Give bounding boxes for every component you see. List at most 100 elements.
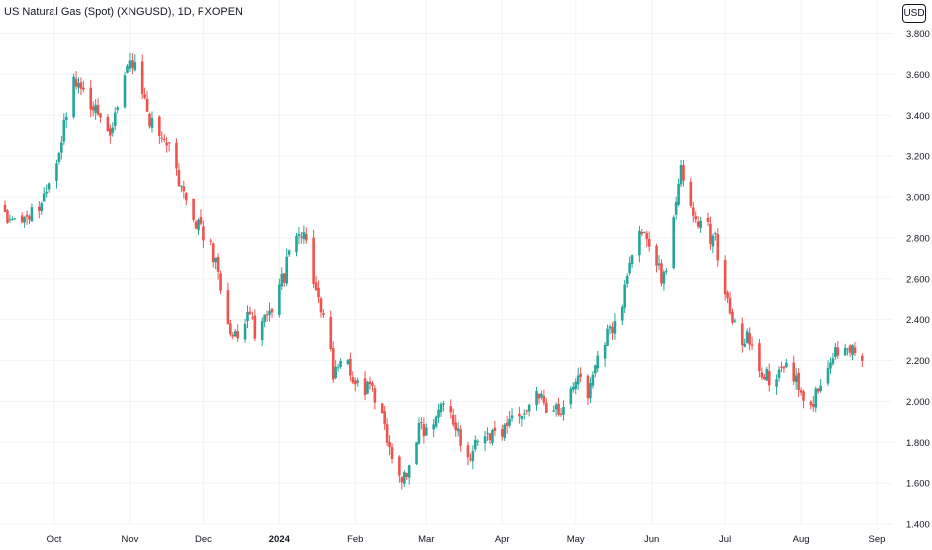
candle-body xyxy=(265,314,269,316)
currency-button[interactable]: USD xyxy=(902,4,926,23)
candle-body xyxy=(263,314,266,322)
candle-body xyxy=(608,326,612,329)
candle-body xyxy=(797,372,800,390)
candle-body xyxy=(491,429,494,444)
candle-body xyxy=(488,433,492,441)
candle-body xyxy=(780,366,783,368)
candle-body xyxy=(64,116,68,120)
candle-body xyxy=(672,217,675,269)
candle-body xyxy=(716,234,720,261)
candle-body xyxy=(819,385,822,391)
candle-body xyxy=(162,139,166,141)
candle-body xyxy=(351,377,355,383)
candle-body xyxy=(518,413,521,417)
candle-body xyxy=(486,432,489,434)
y-tick-label: 3.200 xyxy=(906,152,930,163)
candle-body xyxy=(782,366,786,369)
candle-body xyxy=(287,250,291,255)
candle-body xyxy=(775,379,778,387)
candle-body xyxy=(371,382,374,386)
candle-body xyxy=(346,359,350,365)
x-tick-label: Feb xyxy=(347,534,363,545)
candle-body xyxy=(611,326,614,333)
candle-body xyxy=(366,381,369,394)
candle-body xyxy=(202,226,205,241)
candle-body xyxy=(483,436,487,444)
candle-body xyxy=(317,287,320,298)
x-tick-label: May xyxy=(567,534,585,545)
candle-body xyxy=(278,284,281,315)
candle-body xyxy=(285,256,288,284)
candle-body xyxy=(645,233,649,240)
candle-body xyxy=(74,78,78,87)
candle-body xyxy=(628,262,631,274)
candle-body xyxy=(733,320,737,322)
candle-body xyxy=(861,355,864,361)
candle-body xyxy=(706,217,710,223)
y-tick-label: 2.400 xyxy=(906,315,930,326)
y-axis[interactable]: 1.400 1.600 1.800 2.000 2.200 2.400 2.600 2.800… xyxy=(906,29,930,531)
candle-body xyxy=(109,128,112,136)
candle-body xyxy=(197,219,200,231)
candle-body xyxy=(42,193,46,202)
candle-body xyxy=(211,243,215,263)
candle-body xyxy=(94,104,97,113)
candle-body xyxy=(304,233,308,241)
candle-body xyxy=(522,413,526,415)
candle-body xyxy=(846,348,849,350)
x-tick-label: 2024 xyxy=(269,534,291,545)
candle-body xyxy=(368,381,372,385)
candle-body xyxy=(199,217,203,224)
candle-body xyxy=(422,424,426,437)
candle-body xyxy=(709,223,712,244)
candle-body xyxy=(603,344,607,359)
candle-body xyxy=(571,386,575,390)
x-axis[interactable]: Oct Nov Dec 2024 Feb Mar Apr May Jun Jul Aug Sep xyxy=(47,534,886,545)
candle-body xyxy=(420,422,423,424)
y-tick-label: 2.000 xyxy=(906,397,930,408)
candle-body xyxy=(231,334,235,337)
candle-body xyxy=(60,142,63,153)
candle-body xyxy=(508,418,511,426)
candle-body xyxy=(758,343,761,371)
candle-body xyxy=(106,116,110,132)
candle-body xyxy=(79,82,83,89)
candle-body xyxy=(62,119,66,142)
candle-body xyxy=(398,456,401,476)
candle-body xyxy=(57,152,61,162)
candle-body xyxy=(557,403,560,415)
candle-body xyxy=(91,106,95,111)
candle-body xyxy=(177,170,181,186)
candle-body xyxy=(660,263,663,284)
candle-body xyxy=(432,424,435,430)
candle-body xyxy=(385,424,389,443)
candle-body xyxy=(116,107,119,110)
candle-body xyxy=(638,231,641,256)
candle-body xyxy=(748,333,751,345)
candle-body xyxy=(792,362,796,382)
candle-body xyxy=(620,306,624,321)
candle-body xyxy=(677,184,680,205)
candle-body xyxy=(829,362,832,369)
candle-body xyxy=(25,214,29,217)
candle-body xyxy=(812,404,815,407)
candle-body xyxy=(165,142,168,146)
candle-body xyxy=(454,422,458,431)
candle-body xyxy=(662,271,666,284)
candle-body xyxy=(459,429,462,446)
candle-body xyxy=(216,256,220,272)
candle-body xyxy=(3,204,7,212)
candle-body xyxy=(691,207,695,216)
candle-body xyxy=(552,410,555,412)
candle-body xyxy=(113,112,117,127)
candle-layer xyxy=(3,52,864,490)
y-tick-label: 3.000 xyxy=(906,193,930,204)
candle-body xyxy=(13,218,17,220)
candle-body xyxy=(402,472,406,484)
candle-body xyxy=(390,447,394,460)
candle-body xyxy=(802,391,805,401)
x-tick-label: Sep xyxy=(869,534,886,545)
candle-body xyxy=(314,282,318,291)
candle-body xyxy=(500,429,504,437)
